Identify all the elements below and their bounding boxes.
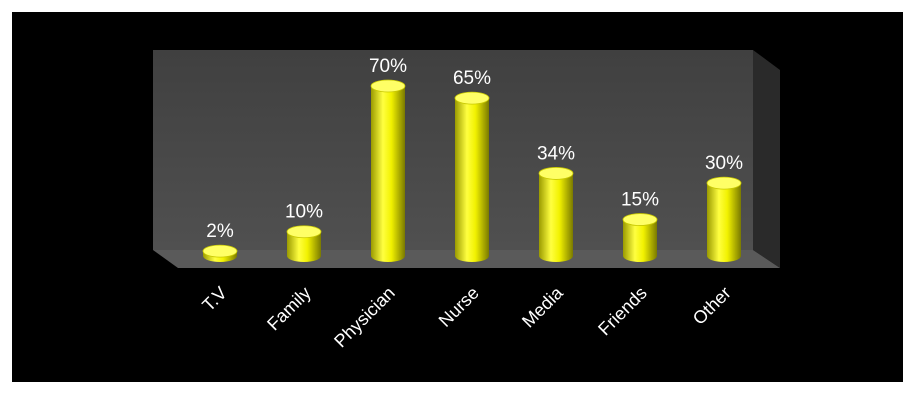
data-label: 30% — [705, 153, 743, 174]
category-tick-label: T.V — [198, 283, 231, 316]
bar-family — [286, 225, 322, 262]
category-tick-label: Other — [689, 283, 735, 329]
bar-physician — [370, 79, 406, 262]
plot-side-wall — [753, 50, 780, 268]
category-tick-label: Friends — [594, 283, 651, 340]
category-tick-label: Physician — [330, 283, 399, 352]
data-label: 15% — [621, 190, 659, 211]
data-label: 70% — [369, 56, 407, 77]
bar-t-v — [202, 244, 238, 262]
category-tick-label: Nurse — [435, 283, 483, 331]
bar-nurse — [454, 91, 490, 263]
bar-media — [538, 167, 574, 262]
data-label: 65% — [453, 68, 491, 89]
data-label: 2% — [206, 221, 234, 242]
data-label: 34% — [537, 143, 575, 164]
category-tick-label: Media — [518, 282, 568, 332]
data-label: 10% — [285, 202, 323, 223]
bar-other — [706, 176, 742, 262]
category-tick-label: Family — [263, 283, 315, 335]
bar-friends — [622, 213, 658, 262]
